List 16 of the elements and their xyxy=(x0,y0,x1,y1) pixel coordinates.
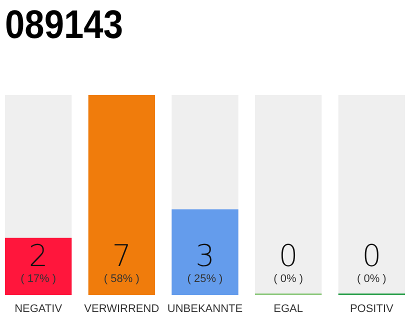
annotation: ( 17% ) xyxy=(20,273,56,285)
annotation: ( 58% ) xyxy=(104,273,140,285)
annotation: ( 25% ) xyxy=(187,273,223,285)
x-tick-label: NEGATIV xyxy=(14,303,63,315)
annotation: ( 0% ) xyxy=(274,273,304,285)
x-tick-label: UNBEKANNTE xyxy=(167,303,243,315)
data-label: 7 xyxy=(112,239,132,274)
data-label: 2 xyxy=(28,239,48,274)
data-label: 0 xyxy=(362,239,382,274)
data-label: 3 xyxy=(195,239,215,274)
x-tick-label: EGAL xyxy=(274,303,304,315)
annotation: ( 0% ) xyxy=(356,273,386,285)
x-tick-label: VERWIRREND xyxy=(84,303,160,315)
chart-title: 089143 xyxy=(5,3,138,47)
data-label: 0 xyxy=(278,239,298,274)
x-tick-label: POSITIV xyxy=(350,303,394,315)
